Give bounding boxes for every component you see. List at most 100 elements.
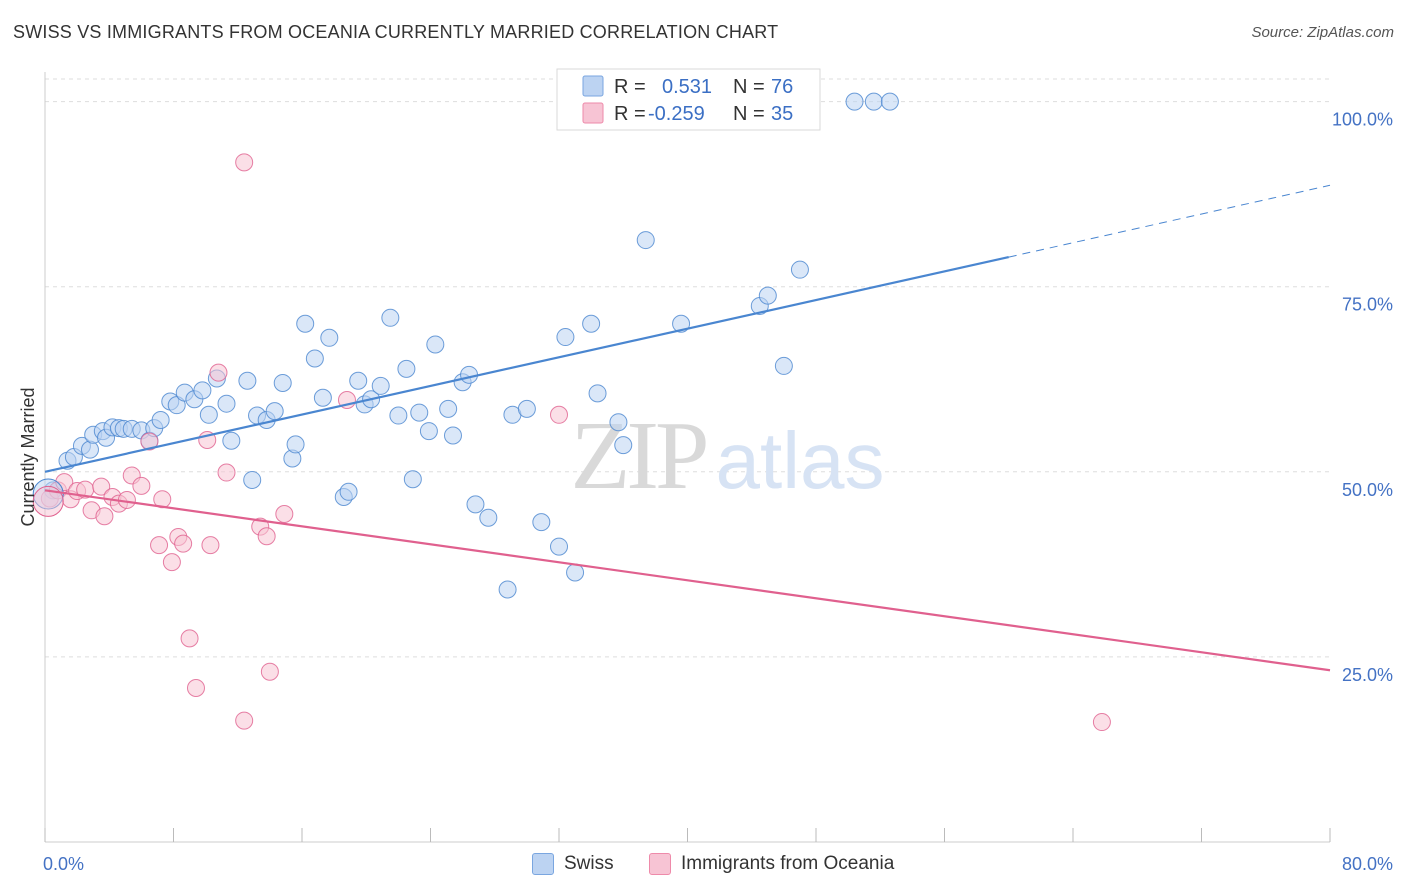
swiss-point bbox=[498, 580, 517, 599]
legend-n-label-oceania: N = bbox=[733, 103, 765, 125]
swiss-point bbox=[199, 405, 218, 424]
swiss-point bbox=[774, 356, 793, 375]
swiss-point bbox=[419, 422, 438, 441]
swiss-point bbox=[582, 314, 601, 333]
y-tick-label: 100.0% bbox=[1332, 110, 1393, 130]
trend-lines bbox=[44, 184, 1331, 672]
swiss-point bbox=[193, 381, 212, 400]
oceania-point bbox=[209, 363, 228, 382]
y-tick-label: 50.0% bbox=[1342, 480, 1393, 500]
y-tick-label: 25.0% bbox=[1342, 665, 1393, 685]
legend-r-label-swiss: R = bbox=[614, 76, 646, 98]
oceania-point bbox=[162, 553, 181, 572]
swiss-point bbox=[151, 410, 170, 429]
swiss-point bbox=[381, 308, 400, 327]
swiss-point bbox=[790, 260, 809, 279]
oceania-point bbox=[217, 463, 236, 482]
watermark-atlas: atlas bbox=[716, 416, 885, 505]
swiss-point bbox=[758, 286, 777, 305]
swiss-point bbox=[443, 426, 462, 445]
swiss-point bbox=[588, 384, 607, 403]
swiss-point bbox=[439, 399, 458, 418]
legend-label-oceania: Immigrants from Oceania bbox=[681, 853, 895, 874]
legend-swatch-oceania bbox=[582, 102, 604, 124]
swiss-point bbox=[349, 371, 368, 390]
legend-n-value-swiss: 76 bbox=[771, 76, 793, 98]
swiss-point bbox=[845, 92, 864, 111]
watermark: ZIP atlas bbox=[571, 402, 885, 510]
swiss-point bbox=[550, 537, 568, 556]
legend-swatch-swiss-bottom bbox=[532, 853, 554, 875]
swiss-point bbox=[286, 435, 305, 454]
oceania-point bbox=[140, 432, 159, 451]
oceania-point bbox=[235, 153, 254, 172]
legend-item-oceania: Immigrants from Oceania bbox=[649, 852, 894, 876]
oceania-point bbox=[95, 507, 114, 526]
x-tick-label: 0.0% bbox=[43, 854, 84, 874]
swiss-point bbox=[403, 470, 422, 489]
axes bbox=[44, 72, 1331, 843]
swiss-point bbox=[460, 365, 479, 384]
oceania-point bbox=[92, 477, 111, 496]
x-tick-label: 80.0% bbox=[1342, 854, 1393, 874]
swiss-trend-line bbox=[44, 256, 1009, 473]
legend-swatch-swiss bbox=[582, 75, 604, 97]
legend-label-swiss: Swiss bbox=[564, 853, 614, 874]
swiss-point bbox=[222, 431, 241, 450]
swiss-point bbox=[243, 470, 262, 489]
swiss-point bbox=[217, 394, 236, 413]
swiss-point bbox=[532, 513, 551, 532]
watermark-zip: ZIP bbox=[571, 402, 706, 510]
swiss-point bbox=[614, 436, 633, 455]
swiss-point bbox=[313, 388, 332, 407]
swiss-point bbox=[566, 563, 585, 582]
swiss-point bbox=[609, 413, 628, 432]
swiss-point bbox=[466, 495, 485, 514]
oceania-point bbox=[275, 505, 294, 524]
swiss-point bbox=[556, 328, 575, 347]
oceania-point bbox=[180, 629, 199, 648]
swiss-point bbox=[410, 403, 429, 422]
oceania-trend-line bbox=[44, 489, 1331, 672]
oceania-point bbox=[174, 534, 193, 553]
source-label: Source: ZipAtlas.com bbox=[1251, 24, 1394, 41]
oceania-point bbox=[150, 536, 169, 555]
tick-labels: 25.0% 50.0% 75.0% 100.0% 0.0% 80.0% bbox=[43, 110, 1393, 874]
swiss-point bbox=[880, 92, 899, 111]
legend-swatch-oceania-bottom bbox=[649, 853, 671, 875]
oceania-point bbox=[260, 662, 279, 681]
oceania-point bbox=[257, 527, 276, 546]
oceania-point bbox=[201, 536, 220, 555]
oceania-point bbox=[235, 711, 254, 730]
swiss-point bbox=[397, 359, 416, 378]
swiss-point bbox=[636, 231, 655, 250]
y-axis-label: Currently Married bbox=[18, 387, 38, 526]
oceania-point bbox=[550, 405, 568, 424]
oceania-point bbox=[186, 679, 205, 697]
oceania-point-cluster bbox=[32, 485, 64, 517]
swiss-point bbox=[305, 349, 324, 368]
legend-n-label-swiss: N = bbox=[733, 76, 765, 98]
legend-item-swiss: Swiss bbox=[532, 852, 614, 876]
legend-r-value-oceania: -0.259 bbox=[648, 103, 705, 125]
swiss-point bbox=[426, 335, 445, 354]
y-tick-label: 75.0% bbox=[1342, 295, 1393, 315]
swiss-point bbox=[320, 328, 339, 347]
oceania-point bbox=[1092, 713, 1111, 732]
swiss-point bbox=[273, 373, 292, 392]
swiss-point bbox=[167, 396, 186, 415]
swiss-point bbox=[80, 440, 99, 459]
swiss-point bbox=[296, 314, 315, 333]
swiss-point bbox=[238, 371, 257, 390]
swiss-point bbox=[265, 402, 284, 421]
chart-title: SWISS VS IMMIGRANTS FROM OCEANIA CURRENT… bbox=[13, 22, 779, 42]
swiss-point bbox=[371, 376, 390, 395]
legend-n-value-oceania: 35 bbox=[771, 103, 793, 125]
legend-r-value-swiss: 0.531 bbox=[662, 76, 712, 98]
swiss-trend-line-extension bbox=[1008, 184, 1331, 258]
legend-r-label-oceania: R = bbox=[614, 103, 646, 125]
swiss-point bbox=[479, 508, 498, 527]
swiss-point bbox=[517, 399, 536, 418]
top-legend: R = 0.531 N = 76 R = -0.259 N = 35 bbox=[556, 68, 821, 131]
